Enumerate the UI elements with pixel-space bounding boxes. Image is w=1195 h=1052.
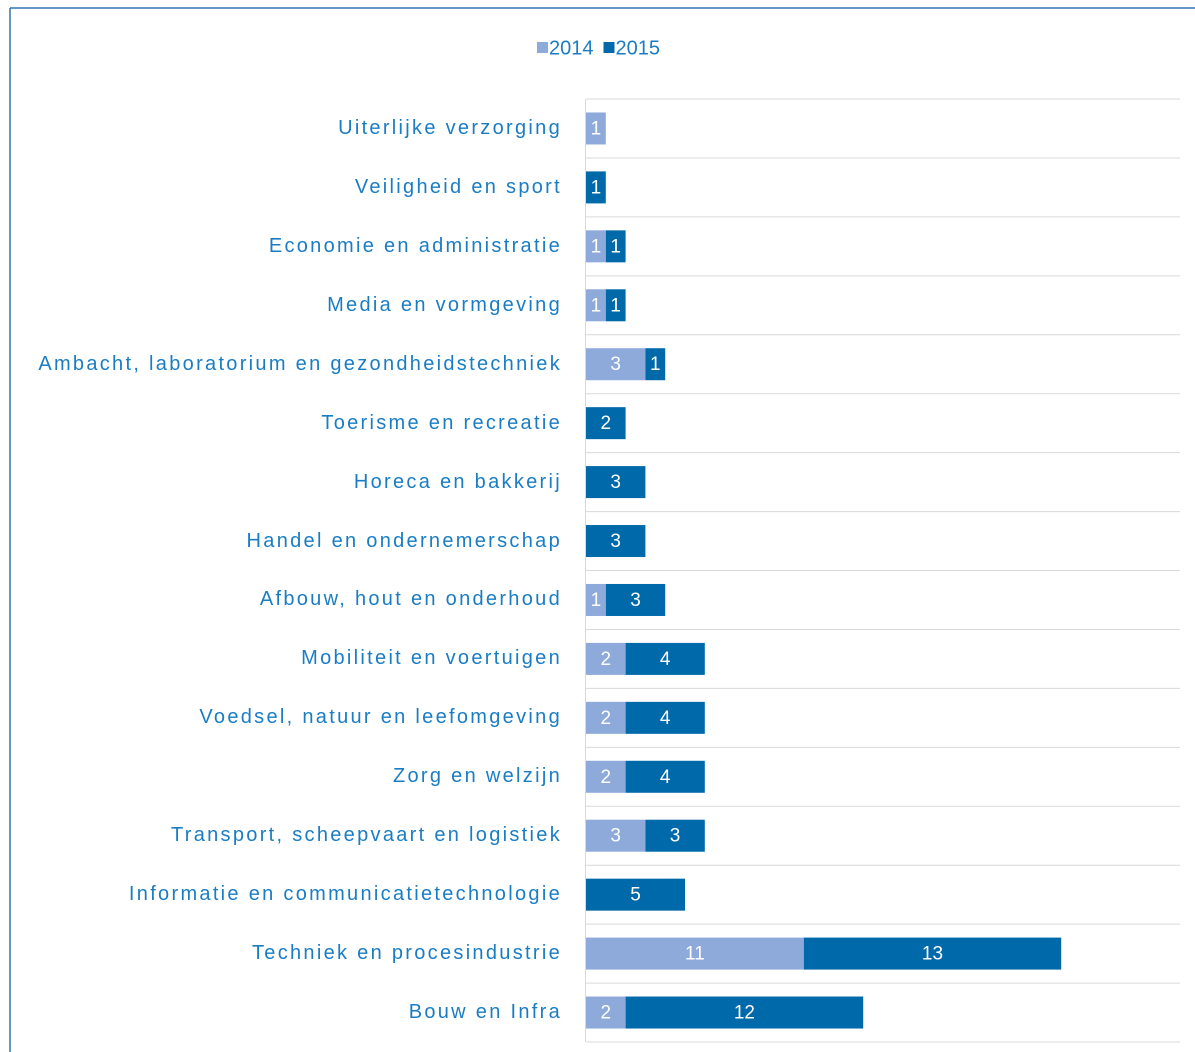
category-label: Veiligheid en sport <box>354 175 562 198</box>
bar-segment <box>645 348 666 381</box>
category-label: Voedsel, natuur en leefomgeving <box>199 706 562 729</box>
data-label: 11 <box>685 944 705 965</box>
data-label: 3 <box>610 354 621 375</box>
category-label: Transport, scheepvaart en logistiek <box>170 824 562 847</box>
bar-segment <box>586 760 626 793</box>
bar-segment <box>586 583 606 616</box>
bar-segment <box>586 701 626 734</box>
bar-segment <box>586 878 685 911</box>
data-label: 2 <box>601 708 612 729</box>
legend-label: 2014 <box>549 37 594 59</box>
category-label: Ambacht, laboratorium en gezondheidstech… <box>38 352 562 375</box>
data-label: 1 <box>591 177 602 198</box>
legend-swatch <box>537 42 548 53</box>
data-label: 1 <box>591 295 602 316</box>
category-label: Uiterlijke verzorging <box>338 116 562 139</box>
data-label: 1 <box>650 354 661 375</box>
data-label: 3 <box>610 472 621 493</box>
category-label: Afbouw, hout en onderhoud <box>259 588 562 611</box>
bar-segment <box>586 348 646 381</box>
data-label: 1 <box>591 590 602 611</box>
data-label: 13 <box>922 944 943 965</box>
bar-segment <box>625 701 705 734</box>
category-label: Media en vormgeving <box>327 293 562 316</box>
data-label: 3 <box>610 826 621 847</box>
category-label: Bouw en Infra <box>408 1001 562 1024</box>
category-label: Informatie en communicatietechnologie <box>128 883 562 906</box>
category-label: Handel en ondernemerschap <box>246 529 562 552</box>
data-label: 4 <box>660 649 671 670</box>
category-label: Economie en administratie <box>268 234 562 257</box>
category-label: Techniek en procesindustrie <box>251 942 562 965</box>
data-label: 3 <box>670 826 681 847</box>
bar-segment <box>586 289 606 322</box>
bar-segment <box>586 230 606 263</box>
data-label: 4 <box>660 708 671 729</box>
legend-label: 2015 <box>616 37 661 59</box>
data-label: 2 <box>601 413 612 434</box>
legend-swatch <box>603 42 615 53</box>
data-label: 2 <box>601 1003 612 1024</box>
bar-segment <box>625 996 864 1029</box>
bar-segment <box>586 171 606 204</box>
category-label: Horeca en bakkerij <box>353 470 562 493</box>
bar-segment <box>605 230 626 263</box>
bar-segment <box>803 937 1062 970</box>
category-label: Mobiliteit en voertuigen <box>301 647 562 670</box>
bar-segment <box>625 642 705 675</box>
bar-segment <box>586 996 626 1029</box>
data-label: 4 <box>660 767 671 788</box>
data-label: 3 <box>630 590 641 611</box>
data-label: 1 <box>610 295 621 316</box>
data-label: 12 <box>734 1003 755 1024</box>
bar-segment <box>586 819 646 852</box>
data-label: 2 <box>601 649 612 670</box>
bar-segment <box>586 112 606 145</box>
data-label: 1 <box>610 236 621 257</box>
bar-segment <box>586 642 626 675</box>
bar-segment <box>586 466 646 499</box>
data-label: 5 <box>630 885 641 906</box>
bar-segment <box>586 407 626 440</box>
bar-segment <box>605 289 626 322</box>
bar-segment <box>586 525 646 558</box>
category-label: Zorg en welzijn <box>392 765 562 788</box>
bar-segment <box>645 819 705 852</box>
bar-segment <box>605 583 666 616</box>
data-label: 1 <box>591 236 602 257</box>
data-label: 2 <box>601 767 612 788</box>
bar-segment <box>586 937 804 970</box>
category-label: Toerisme en recreatie <box>321 411 562 434</box>
bar-segment <box>625 760 705 793</box>
data-label: 1 <box>591 118 602 139</box>
data-label: 3 <box>610 531 621 552</box>
